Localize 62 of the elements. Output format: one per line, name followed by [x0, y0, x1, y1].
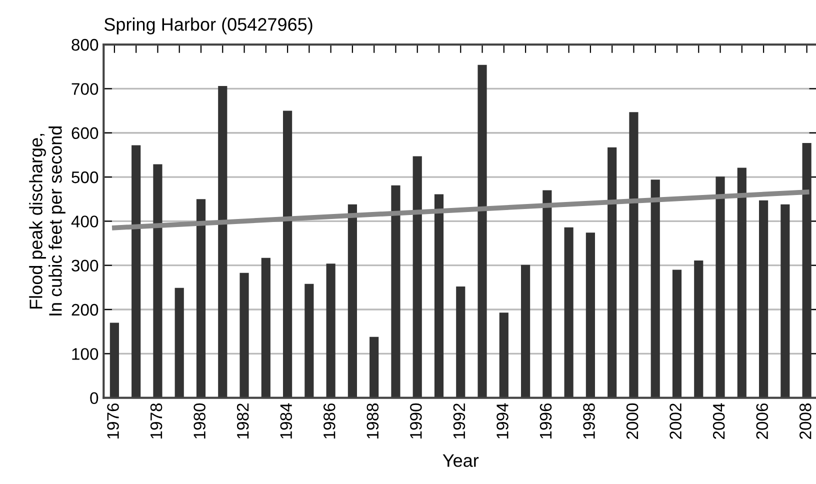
x-tick-label: 2004 — [712, 403, 725, 439]
x-tick-label: 1986 — [323, 403, 336, 439]
bar — [304, 284, 314, 398]
bar — [716, 176, 725, 398]
x-tick-label: 1994 — [496, 403, 508, 439]
bar — [391, 185, 400, 398]
bar — [370, 336, 379, 398]
x-tick-label: 2006 — [756, 403, 768, 439]
bar — [174, 288, 184, 398]
bar — [196, 199, 206, 398]
x-tick-label: 1976 — [107, 403, 119, 439]
bar — [218, 86, 228, 398]
bar — [694, 260, 704, 398]
bar — [412, 156, 422, 398]
x-tick-label: 2008 — [799, 403, 812, 439]
bar — [672, 270, 682, 398]
x-tick-label: 1980 — [194, 403, 206, 439]
bar — [608, 147, 617, 398]
bar — [629, 112, 638, 398]
x-tick-label: 1988 — [366, 403, 379, 439]
bar — [240, 272, 249, 398]
bar — [499, 312, 508, 398]
bar — [737, 168, 746, 398]
y-tick-label: 600 — [72, 127, 98, 140]
y-tick-label: 400 — [71, 216, 98, 228]
bar — [478, 64, 487, 398]
bar — [261, 258, 270, 398]
bar — [564, 227, 574, 398]
bar — [758, 200, 768, 398]
y-axis-title: Flood peak discharge, In cubic feet per second — [29, 126, 66, 316]
y-tick-label: 200 — [72, 304, 98, 316]
y-tick-label: 100 — [72, 348, 98, 360]
bar — [802, 143, 812, 398]
bar — [110, 322, 119, 398]
bar — [434, 194, 444, 398]
x-tick-label: 1996 — [540, 403, 552, 439]
bar — [153, 164, 162, 398]
x-tick-label: 1998 — [583, 403, 595, 439]
x-tick-label: 1978 — [150, 403, 162, 439]
y-tick-label: 0 — [90, 392, 98, 404]
y-tick-label: 500 — [72, 171, 98, 184]
x-tick-label: 2000 — [626, 403, 638, 439]
chart-title: Spring Harbor (05427965) — [104, 18, 312, 34]
bar — [456, 286, 466, 398]
bar — [348, 204, 357, 398]
bar — [780, 204, 790, 398]
y-tick-label: 800 — [72, 38, 98, 51]
bar — [650, 180, 660, 398]
bar — [132, 145, 141, 398]
x-tick-label: 2002 — [670, 404, 682, 439]
x-tick-label: 1990 — [410, 403, 422, 439]
y-tick-label: 300 — [72, 260, 98, 272]
bar — [520, 264, 530, 398]
bar — [326, 264, 336, 398]
x-axis-title: Year — [442, 454, 479, 467]
bar — [282, 110, 292, 398]
x-tick-label: 1992 — [453, 404, 466, 439]
y-tick-label: 700 — [72, 83, 98, 95]
x-tick-label: 1982 — [236, 404, 249, 439]
bar — [542, 190, 552, 398]
bar — [586, 232, 595, 398]
x-tick-label: 1984 — [280, 403, 292, 439]
